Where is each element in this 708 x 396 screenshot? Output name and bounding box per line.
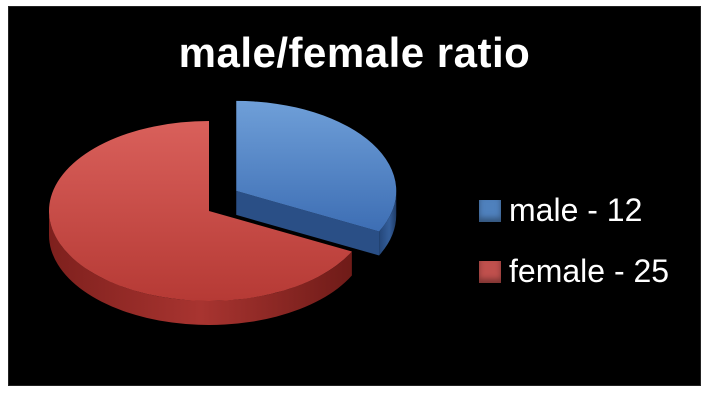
pie-slice-female [49, 121, 352, 325]
pie-slice-wall-male [236, 190, 380, 256]
chart-area: male/female ratio m [8, 6, 701, 386]
legend-swatch-male [479, 199, 501, 222]
pie-chart [49, 100, 397, 325]
pie-slice-side-male [379, 190, 397, 256]
pie-slice-top-female [49, 121, 352, 301]
pie-slice-male [236, 100, 397, 256]
legend-item-female: female - 25 [479, 253, 669, 290]
pie-slice-top-male [236, 100, 397, 232]
legend-swatch-female [479, 260, 501, 283]
legend-label-female: female - 25 [509, 253, 670, 289]
chart-title: male/female ratio [178, 29, 531, 76]
legend-label-male: male - 12 [509, 192, 643, 228]
legend-item-male: male - 12 [479, 192, 642, 229]
pie-slice-side-female [49, 211, 352, 325]
